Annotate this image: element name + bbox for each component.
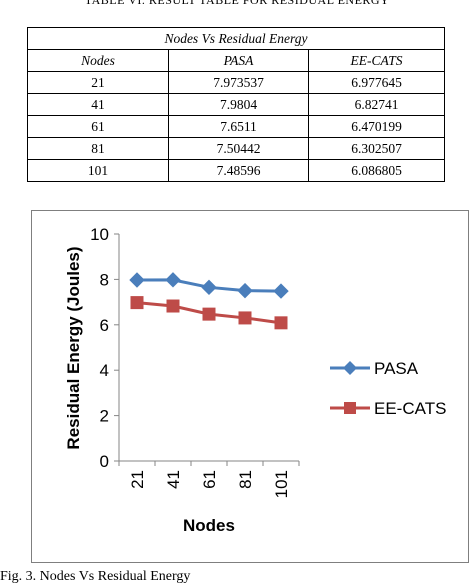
data-point-diamond	[237, 282, 253, 299]
table-title: Nodes Vs Residual Energy	[27, 27, 445, 50]
data-point-square	[238, 311, 252, 325]
y-tick-label: 6	[100, 316, 109, 335]
cell-nodes: 61	[27, 115, 169, 138]
x-axis-ticks: 21 41 61 81 101	[118, 461, 300, 498]
table-row: 101 7.48596 6.086805	[27, 159, 445, 182]
x-tick-label: 101	[272, 470, 291, 498]
x-tick-label: 41	[164, 470, 183, 489]
y-tick-label: 0	[100, 452, 109, 471]
chart-canvas: 0 2 4 6 8 10 21 41 61 81 101 Residual Energy (Jou…	[31, 210, 469, 563]
cell-pasa: 7.48596	[168, 159, 309, 182]
cell-ee-cats: 6.470199	[308, 115, 445, 138]
chart-frame	[31, 210, 469, 563]
data-point-diamond	[273, 283, 289, 299]
table-row: 41 7.9804 6.82741	[27, 93, 445, 116]
chart-legend: PASA EE-CATS	[330, 359, 446, 418]
data-point-diamond	[129, 272, 145, 288]
table-header-row: Nodes PASA EE-CATS	[27, 49, 445, 72]
table-row: 81 7.50442 6.302507	[27, 137, 445, 160]
cell-ee-cats: 6.977645	[308, 71, 445, 94]
header-ee-cats: EE-CATS	[308, 49, 445, 72]
data-point-diamond	[201, 279, 217, 296]
legend-label: PASA	[374, 359, 419, 378]
data-point-square	[166, 299, 180, 313]
cell-nodes: 41	[27, 93, 169, 116]
x-axis-label: Nodes	[183, 516, 235, 535]
y-tick-label: 8	[100, 270, 109, 289]
cell-nodes: 101	[27, 159, 169, 182]
y-tick-label: 4	[100, 361, 109, 380]
y-tick-label: 2	[100, 407, 109, 426]
header-pasa: PASA	[168, 49, 309, 72]
cell-pasa: 7.9804	[168, 93, 309, 116]
y-axis-ticks: 0 2 4 6 8 10	[90, 225, 119, 471]
legend-marker-square	[344, 402, 356, 414]
cell-pasa: 7.50442	[168, 137, 309, 160]
x-tick-label: 21	[128, 470, 147, 489]
cell-ee-cats: 6.086805	[308, 159, 445, 182]
data-point-square	[202, 307, 216, 321]
table-caption: TABLE VI. RESULT TABLE FOR RESIDUAL ENER…	[84, 0, 390, 7]
legend-marker-diamond	[343, 361, 357, 375]
y-tick-label: 10	[90, 225, 109, 244]
data-point-square	[274, 316, 288, 330]
table-row: 61 7.6511 6.470199	[27, 115, 445, 138]
cell-pasa: 7.6511	[168, 115, 309, 138]
x-tick-label: 81	[236, 470, 255, 489]
data-point-square	[130, 296, 144, 310]
x-tick-label: 61	[200, 470, 219, 489]
figure-caption: Fig. 3. Nodes Vs Residual Energy	[0, 569, 191, 584]
cell-nodes: 81	[27, 137, 169, 160]
legend-label: EE-CATS	[374, 399, 446, 418]
cell-ee-cats: 6.82741	[308, 93, 445, 116]
table-title-row: Nodes Vs Residual Energy	[27, 27, 445, 50]
table-row: 21 7.973537 6.977645	[27, 71, 445, 94]
header-nodes: Nodes	[27, 49, 169, 72]
cell-ee-cats: 6.302507	[308, 137, 445, 160]
residual-energy-chart: 0 2 4 6 8 10 21 41 61 81 101 Residual Energy (Jou…	[31, 210, 469, 563]
data-point-diamond	[165, 272, 181, 288]
cell-pasa: 7.973537	[168, 71, 309, 94]
cell-nodes: 21	[27, 71, 169, 94]
residual-energy-table: Nodes Vs Residual Energy Nodes PASA EE-C…	[27, 27, 445, 182]
y-axis-label: Residual Energy (Joules)	[64, 246, 83, 449]
series-lines	[129, 272, 289, 330]
